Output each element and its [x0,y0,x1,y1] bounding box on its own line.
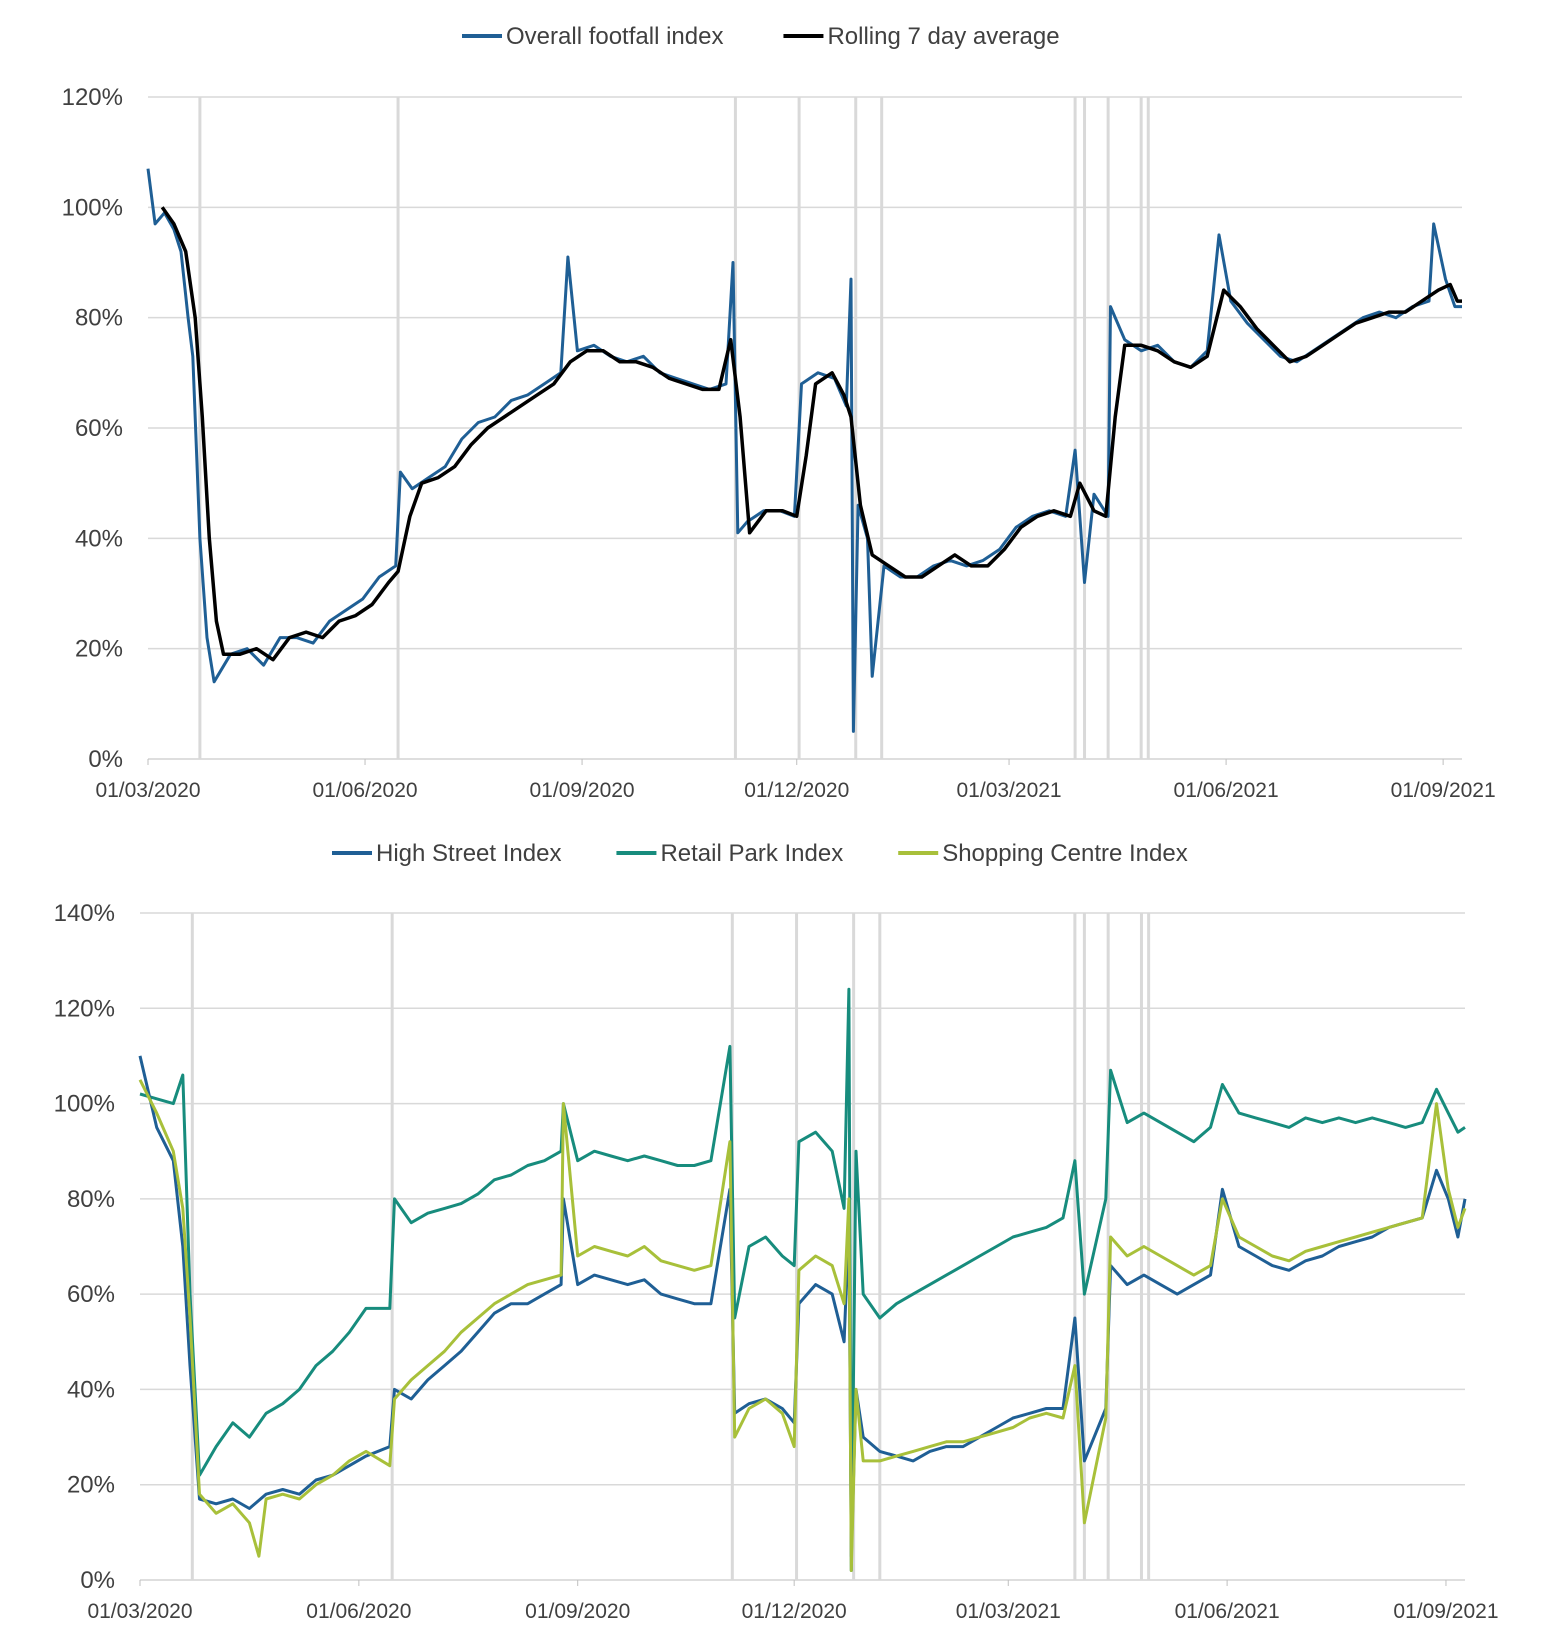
y-tick-label: 20% [67,1472,115,1499]
legend-label-high-street-index: High Street Index [376,840,561,867]
series-line-rolling-7-day-average [160,206,1462,662]
x-tick-label: 01/09/2021 [1393,1600,1498,1623]
x-tick-label: 01/09/2021 [1391,779,1496,802]
legend-label-retail-park-index: Retail Park Index [660,840,843,867]
x-tick-label: 01/06/2021 [1175,1600,1280,1623]
y-tick-label: 20% [75,636,123,663]
y-tick-label: 80% [67,1186,115,1213]
location-index-chart: 0% 20% 40% 60% 80% 100% 120% 140% 01/03/2020 01/0… [54,840,1499,1623]
y-tick-label: 60% [75,415,123,442]
y-tick-label: 120% [54,995,115,1022]
x-tick-label: 01/12/2020 [742,1600,847,1623]
series-line-high-street-index [138,1055,1467,1558]
y-tick-label: 40% [75,525,123,552]
y-tick-label: 60% [67,1281,115,1308]
series-line-shopping-centre-index [138,1079,1467,1572]
x-tick-label: 01/09/2020 [525,1600,630,1623]
x-tick-label: 01/03/2021 [956,1600,1061,1623]
series-line-retail-park-index [139,987,1466,1572]
y-tick-label: 100% [62,194,123,221]
x-tick-label: 01/06/2020 [306,1600,411,1623]
legend-label-shopping-centre-index: Shopping Centre Index [942,840,1188,867]
x-tick-label: 01/09/2020 [530,779,635,802]
y-tick-label: 140% [54,900,115,927]
series-line-overall-footfall-index [146,168,1462,733]
y-tick-label: 80% [75,305,123,332]
x-tick-label: 01/03/2020 [87,1600,192,1623]
legend-label-overall-footfall-index: Overall footfall index [506,23,723,50]
y-tick-label: 120% [62,84,123,111]
x-tick-label: 01/03/2020 [95,779,200,802]
overall-footfall-chart: 0% 20% 40% 60% 80% 100% 120% 01/03/2020 01/06/20… [62,23,1496,802]
legend-label-rolling-7-day-average: Rolling 7 day average [827,23,1059,50]
y-tick-label: 0% [80,1567,115,1594]
y-tick-label: 40% [67,1376,115,1403]
x-tick-label: 01/12/2020 [744,779,849,802]
x-tick-label: 01/06/2021 [1174,779,1279,802]
x-tick-label: 01/06/2020 [312,779,417,802]
y-tick-label: 0% [88,746,123,773]
y-tick-label: 100% [54,1091,115,1118]
x-tick-label: 01/03/2021 [957,779,1062,802]
